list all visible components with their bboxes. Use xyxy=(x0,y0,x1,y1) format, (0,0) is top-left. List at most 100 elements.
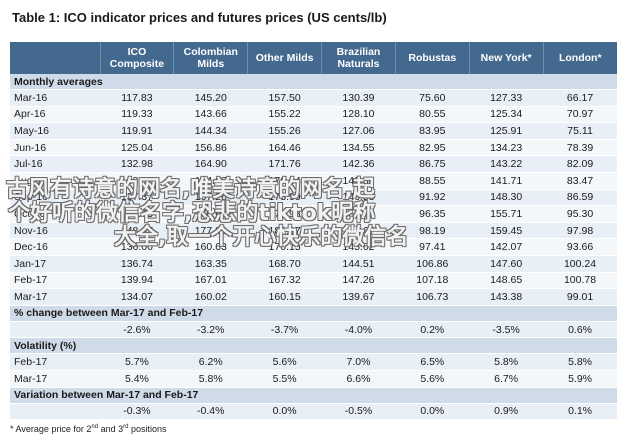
table-cell: 145.20 xyxy=(173,89,248,107)
column-header-new-york: New York* xyxy=(469,42,544,74)
section-header: Monthly averages xyxy=(10,74,617,90)
table-cell: 186.37 xyxy=(247,222,322,240)
table-cell: 75.60 xyxy=(395,89,470,107)
table-cell: 5.8% xyxy=(469,353,544,371)
table-row: Feb-17 139.94 167.01 167.32 147.26 107.18 148.… xyxy=(10,272,617,290)
column-header-colombian-milds: Colombian Milds xyxy=(173,42,249,74)
column-header-blank xyxy=(10,42,101,74)
table-cell: 117.83 xyxy=(100,89,174,107)
table-cell: 137.37 xyxy=(100,189,174,207)
section-header-row: Monthly averages xyxy=(10,74,617,90)
table-cell: 75.11 xyxy=(543,122,617,140)
table-cell: 133.32 xyxy=(100,172,174,190)
table-cell: 97.98 xyxy=(543,222,617,240)
table-row: Jan-17 136.74 163.35 168.70 144.51 106.86 147.… xyxy=(10,255,617,273)
table-cell: 141.71 xyxy=(469,172,544,190)
table-cell: 130.39 xyxy=(321,89,396,107)
table-cell: 0.9% xyxy=(469,403,544,421)
section-header-row: Volatility (%) xyxy=(10,337,617,355)
table-cell: 139.67 xyxy=(321,288,396,306)
table-cell: 160.15 xyxy=(247,288,322,306)
table-cell: 156.86 xyxy=(173,139,248,157)
table-row: Nov-16 148.37 177.92 186.37 160.65 98.19 159.4… xyxy=(10,222,617,240)
table-cell: 5.9% xyxy=(543,370,617,388)
table-cell: 91.92 xyxy=(395,189,470,207)
table-cell: 148.30 xyxy=(469,189,544,207)
table-cell: 83.47 xyxy=(543,172,617,190)
row-label-empty xyxy=(10,403,100,421)
table-cell: -0.4% xyxy=(173,403,248,421)
table-cell: 147.26 xyxy=(321,272,396,290)
table-row: Jun-16 125.04 156.86 164.46 134.55 82.95 134.2… xyxy=(10,139,617,157)
table-cell: 6.7% xyxy=(469,370,544,388)
table-cell: 82.95 xyxy=(395,139,470,157)
table-cell: 82.09 xyxy=(543,155,617,173)
table-row: Mar-17 134.07 160.02 160.15 139.67 106.73 143.… xyxy=(10,288,617,306)
table-cell: 107.18 xyxy=(395,272,470,290)
table-cell: 5.4% xyxy=(100,370,174,388)
table-cell: 170.15 xyxy=(247,238,322,256)
row-label: Oct-16 xyxy=(10,205,100,223)
table-cell: 147.60 xyxy=(469,255,544,273)
table-cell: 125.91 xyxy=(469,122,544,140)
row-label: Dec-16 xyxy=(10,238,100,256)
table-cell: 145.62 xyxy=(321,238,396,256)
table-cell: 0.1% xyxy=(543,403,617,421)
table-cell: 80.55 xyxy=(395,106,470,124)
price-table-container: ICO Composite Colombian Milds Other Mild… xyxy=(10,42,617,421)
table-cell: 5.8% xyxy=(543,353,617,371)
table-cell: 0.0% xyxy=(395,403,470,421)
table-cell: 157.50 xyxy=(247,89,322,107)
table-cell: 5.6% xyxy=(395,370,470,388)
table-cell: 148.65 xyxy=(469,272,544,290)
table-cell: 163.35 xyxy=(173,255,248,273)
column-header-ico-composite: ICO Composite xyxy=(100,42,175,74)
table-cell: 106.73 xyxy=(395,288,470,306)
table-cell: 70.97 xyxy=(543,106,617,124)
section-header-row: Variation between Mar-17 and Feb-17 xyxy=(10,387,617,404)
table-cell: 6.5% xyxy=(395,353,470,371)
table-cell: 119.91 xyxy=(100,122,174,140)
table-cell: 100.78 xyxy=(543,272,617,290)
table-cell: 100.24 xyxy=(543,255,617,273)
row-label: Mar-17 xyxy=(10,288,100,306)
table-cell: 178.93 xyxy=(247,205,322,223)
row-label: Nov-16 xyxy=(10,222,100,240)
table-cell: 5.7% xyxy=(100,353,174,371)
table-cell: 155.71 xyxy=(469,205,544,223)
table-cell: 106.86 xyxy=(395,255,470,273)
table-cell: 143.66 xyxy=(173,106,248,124)
table-cell: 125.04 xyxy=(100,139,174,157)
table-cell: 148.37 xyxy=(100,222,174,240)
table-cell: 119.33 xyxy=(100,106,174,124)
row-label: Jul-16 xyxy=(10,155,100,173)
table-row: -0.3% -0.4% 0.0% -0.5% 0.0% 0.9% 0.1% xyxy=(10,403,617,421)
row-label: Jun-16 xyxy=(10,139,100,157)
table-row: Aug-16 133.32 164.33 170.34 143.08 88.55 141.7… xyxy=(10,172,617,190)
table-cell: 167.01 xyxy=(173,272,248,290)
table-cell: 146.53 xyxy=(321,189,396,207)
table-cell: 167.32 xyxy=(247,272,322,290)
table-cell: 93.66 xyxy=(543,238,617,256)
table-cell: 164.33 xyxy=(173,172,248,190)
table-cell: -0.3% xyxy=(100,403,174,421)
table-cell: 139.94 xyxy=(100,272,174,290)
table-cell: 86.59 xyxy=(543,189,617,207)
table-row: Mar-16 117.83 145.20 157.50 130.39 75.60 127.3… xyxy=(10,89,617,107)
price-table: ICO Composite Colombian Milds Other Mild… xyxy=(10,42,617,421)
column-header-other-milds: Other Milds xyxy=(247,42,323,74)
table-title: Table 1: ICO indicator prices and future… xyxy=(12,10,387,25)
table-cell: 134.55 xyxy=(321,139,396,157)
row-label: Jan-17 xyxy=(10,255,100,273)
table-cell: 6.2% xyxy=(173,353,248,371)
table-row: -2.6% -3.2% -3.7% -4.0% 0.2% -3.5% 0.6% xyxy=(10,321,617,339)
table-cell: 66.17 xyxy=(543,89,617,107)
table-cell: 99.01 xyxy=(543,288,617,306)
table-cell: 170.63 xyxy=(173,205,248,223)
table-cell: 177.92 xyxy=(173,222,248,240)
table-cell: 143.08 xyxy=(321,172,396,190)
table-cell: 164.46 xyxy=(247,139,322,157)
table-cell: 83.95 xyxy=(395,122,470,140)
table-cell: 86.75 xyxy=(395,155,470,173)
table-cell: 5.6% xyxy=(247,353,322,371)
